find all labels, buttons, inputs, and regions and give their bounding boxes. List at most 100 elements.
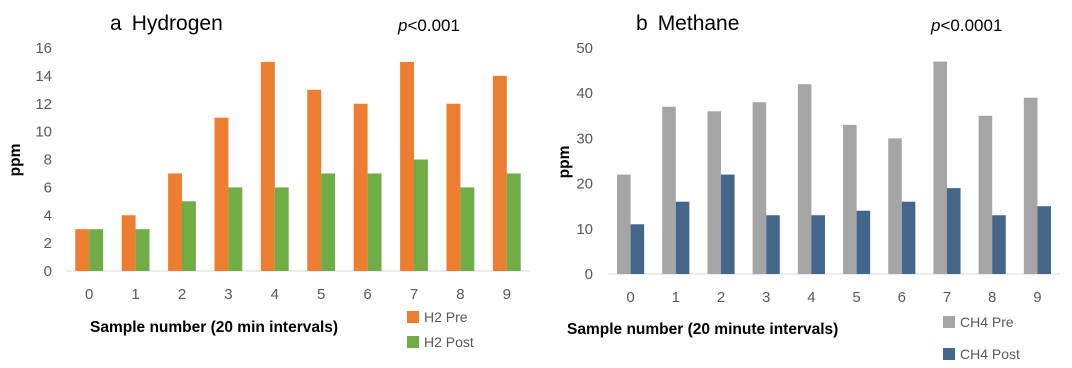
x-axis-title: Sample number (20 min intervals) <box>90 319 338 336</box>
bar-ch4-pre <box>843 124 857 274</box>
bar-ch4-pre <box>1023 97 1038 274</box>
y-tick-label: 50 <box>576 40 593 57</box>
bar-h2-pre <box>492 75 507 271</box>
x-tick-label: 4 <box>271 286 279 303</box>
chart-title: b Methane <box>636 12 739 35</box>
bar-h2-pre <box>121 215 136 271</box>
x-tick-label: 6 <box>363 286 371 303</box>
bar-ch4-post <box>901 201 916 274</box>
y-tick-label: 8 <box>44 152 52 169</box>
y-tick-label: 10 <box>576 221 593 238</box>
legend-swatch <box>943 316 955 328</box>
bar-ch4-pre <box>752 102 767 275</box>
y-tick-label: 12 <box>35 96 52 113</box>
x-tick-label: 0 <box>626 289 634 306</box>
bar-h2-post <box>182 201 196 271</box>
bar-ch4-pre <box>707 111 721 274</box>
legend-swatch <box>407 311 419 323</box>
bar-h2-post <box>135 229 150 271</box>
x-tick-label: 2 <box>178 286 186 303</box>
legend-label: H2 Post <box>424 334 474 350</box>
bar-h2-pre <box>75 229 90 271</box>
bar-h2-post <box>460 187 475 271</box>
y-tick-label: 10 <box>35 124 52 141</box>
x-tick-label: 7 <box>410 286 418 303</box>
chart-title: a Hydrogen <box>110 12 223 35</box>
y-axis-title: ppm <box>7 144 24 177</box>
bar-ch4-pre <box>617 174 631 274</box>
bar-ch4-post <box>947 188 961 274</box>
panel-letter: a <box>110 12 122 35</box>
bar-h2-post <box>506 173 521 271</box>
bar-h2-pre <box>353 103 368 271</box>
bar-h2-pre <box>260 61 275 271</box>
panel-title-text: Hydrogen <box>132 12 223 35</box>
panel-title-text: Methane <box>658 12 740 35</box>
x-tick-label: 8 <box>456 286 464 303</box>
y-tick-label: 2 <box>44 235 52 252</box>
bar-ch4-post <box>856 210 871 274</box>
p-value-letter: p <box>930 16 940 35</box>
chart-panel-b: b Methane p<0.0001 0 10 20 30 40 50 ppm 0 1 2 3 4 5 6 7 8 9… <box>556 12 1060 362</box>
bar-ch4-pre <box>888 138 902 274</box>
x-tick-label: 9 <box>1033 289 1041 306</box>
legend-swatch <box>943 348 955 360</box>
y-axis-title: ppm <box>556 146 573 179</box>
p-value-threshold: <0.0001 <box>940 16 1002 35</box>
y-tick-label: 20 <box>576 176 593 193</box>
x-tick-label: 9 <box>503 286 511 303</box>
bar-ch4-post <box>630 224 645 274</box>
p-value-annotation: p<0.0001 <box>930 16 1002 35</box>
bar-ch4-pre <box>662 106 676 274</box>
bar-h2-post <box>228 187 243 271</box>
legend-label: H2 Pre <box>424 309 468 325</box>
x-tick-label: 3 <box>224 286 232 303</box>
p-value-letter: p <box>397 16 407 35</box>
x-tick-label: 8 <box>988 289 996 306</box>
bar-h2-pre <box>446 103 461 271</box>
bar-ch4-post <box>992 215 1006 274</box>
bar-ch4-pre <box>978 115 993 274</box>
x-tick-label: 4 <box>807 289 815 306</box>
legend-swatch <box>407 336 419 348</box>
x-tick-label: 3 <box>762 289 770 306</box>
bar-h2-pre <box>214 117 229 271</box>
bar-h2-post <box>367 173 382 271</box>
y-tick-label: 14 <box>35 68 52 85</box>
y-tick-label: 30 <box>576 130 593 147</box>
bar-h2-post <box>89 229 104 271</box>
bar-ch4-post <box>811 215 825 274</box>
y-tick-label: 0 <box>44 263 52 280</box>
p-value-threshold: <0.001 <box>407 16 459 35</box>
bar-ch4-post <box>675 201 690 274</box>
bar-ch4-pre <box>933 61 947 275</box>
legend-label: CH4 Post <box>960 346 1020 362</box>
bar-h2-post <box>414 159 428 271</box>
y-tick-label: 16 <box>35 40 52 57</box>
bar-ch4-post <box>766 215 780 274</box>
bar-h2-post <box>321 173 336 271</box>
x-tick-label: 7 <box>943 289 951 306</box>
bar-ch4-post <box>1037 206 1051 274</box>
x-axis-title: Sample number (20 minute intervals) <box>567 321 838 338</box>
bar-ch4-post <box>721 174 735 274</box>
bar-ch4-pre <box>797 84 812 274</box>
bar-h2-pre <box>307 89 322 271</box>
bar-h2-post <box>274 187 289 271</box>
x-tick-label: 2 <box>717 289 725 306</box>
x-tick-label: 6 <box>898 289 906 306</box>
x-tick-label: 5 <box>317 286 325 303</box>
bar-h2-pre <box>168 173 182 271</box>
bar-h2-pre <box>400 61 414 271</box>
x-tick-label: 1 <box>131 286 139 303</box>
x-tick-label: 5 <box>852 289 860 306</box>
x-tick-label: 0 <box>85 286 93 303</box>
p-value-annotation: p<0.001 <box>397 16 460 35</box>
y-tick-label: 6 <box>44 179 52 196</box>
panel-letter: b <box>636 12 648 35</box>
y-tick-label: 40 <box>576 85 593 102</box>
y-tick-label: 4 <box>44 207 52 224</box>
legend-label: CH4 Pre <box>960 314 1014 330</box>
